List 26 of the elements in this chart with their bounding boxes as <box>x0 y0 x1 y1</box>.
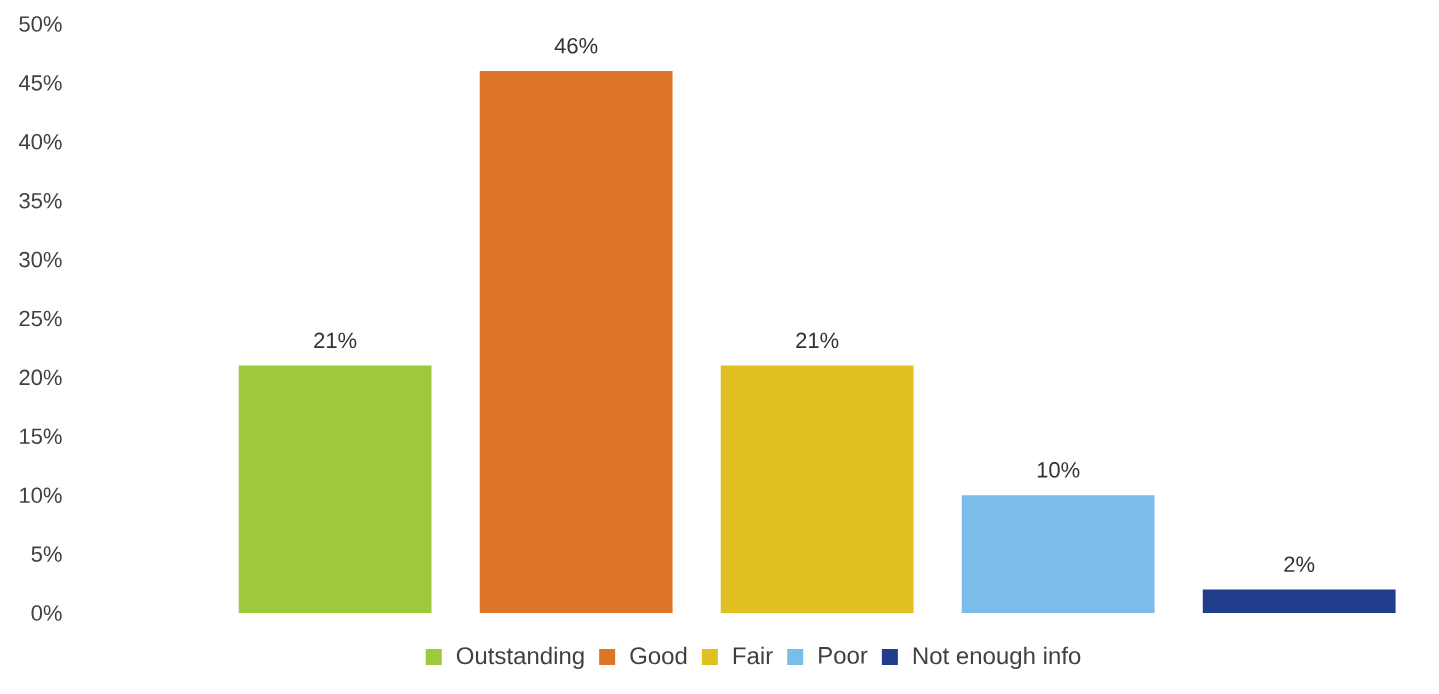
y-tick-label: 25% <box>19 310 62 327</box>
y-tick-label: 15% <box>20 428 62 445</box>
data-label: 21% <box>314 332 357 349</box>
y-tick-label: 50% <box>19 16 62 32</box>
y-tick-label: 45% <box>18 75 62 91</box>
bar <box>238 365 432 613</box>
data-label: 21% <box>796 332 839 349</box>
bar <box>479 71 673 613</box>
legend-label: Not enough info <box>913 646 1081 670</box>
y-tick-label: 35% <box>19 192 62 209</box>
y-tick-label: 20% <box>19 369 62 386</box>
data-label: 46% <box>554 38 598 54</box>
y-tick-label: 5% <box>31 546 62 562</box>
legend-label: Poor <box>819 647 868 664</box>
legend-label: Good <box>630 646 687 665</box>
data-label: 10% <box>1037 462 1080 478</box>
bar <box>720 365 914 613</box>
bar <box>961 495 1155 613</box>
bar <box>1202 589 1396 613</box>
legend-label: Fair <box>733 646 773 665</box>
data-label: 2% <box>1284 556 1315 572</box>
y-tick-label: 30% <box>19 251 62 268</box>
y-tick-label: 40% <box>18 134 62 150</box>
y-tick-label: 0% <box>31 605 62 621</box>
y-tick-label: 10% <box>20 487 62 503</box>
legend-label: Outstanding <box>456 646 584 670</box>
